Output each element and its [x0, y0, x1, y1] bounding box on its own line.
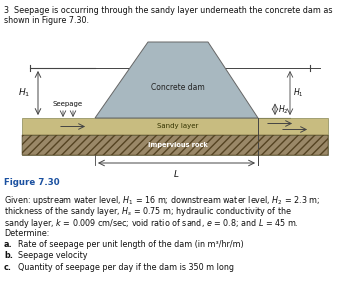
- Polygon shape: [95, 42, 258, 118]
- Text: a.: a.: [4, 240, 13, 249]
- Text: shown in Figure 7.30.: shown in Figure 7.30.: [4, 16, 89, 25]
- Text: 3  Seepage is occurring through the sandy layer underneath the concrete dam as: 3 Seepage is occurring through the sandy…: [4, 6, 332, 15]
- Text: b.: b.: [4, 251, 13, 260]
- Text: $L$: $L$: [173, 168, 179, 179]
- Text: Sandy layer: Sandy layer: [157, 123, 199, 129]
- Text: Seepage velocity: Seepage velocity: [13, 251, 88, 260]
- Text: thickness of the sandy layer, $H_s$ = 0.75 m; hydraulic conductivity of the: thickness of the sandy layer, $H_s$ = 0.…: [4, 205, 292, 219]
- Polygon shape: [22, 118, 328, 135]
- Text: Figure 7.30: Figure 7.30: [4, 178, 60, 187]
- Text: $H_1$: $H_1$: [18, 87, 30, 99]
- Text: Impervious rock: Impervious rock: [148, 142, 208, 148]
- Text: $H_2$: $H_2$: [278, 103, 289, 115]
- Text: Concrete dam: Concrete dam: [151, 84, 205, 93]
- Text: Given: upstream water level, $H_1$ = 16 m; downstream water level, $H_2$ = 2.3 m: Given: upstream water level, $H_1$ = 16 …: [4, 194, 320, 207]
- Polygon shape: [22, 135, 328, 155]
- Text: Quantity of seepage per day if the dam is 350 m long: Quantity of seepage per day if the dam i…: [13, 263, 234, 272]
- Text: $H_1$: $H_1$: [293, 87, 303, 99]
- Text: sandy layer, $k$ = 0.009 cm/sec; void ratio of sand, $e$ = 0.8; and $L$ = 45 m.: sandy layer, $k$ = 0.009 cm/sec; void ra…: [4, 217, 299, 230]
- Text: Determine:: Determine:: [4, 229, 49, 237]
- Text: Seepage: Seepage: [53, 101, 83, 107]
- Text: Rate of seepage per unit length of the dam (in m³/hr/m): Rate of seepage per unit length of the d…: [13, 240, 244, 249]
- Text: c.: c.: [4, 263, 12, 272]
